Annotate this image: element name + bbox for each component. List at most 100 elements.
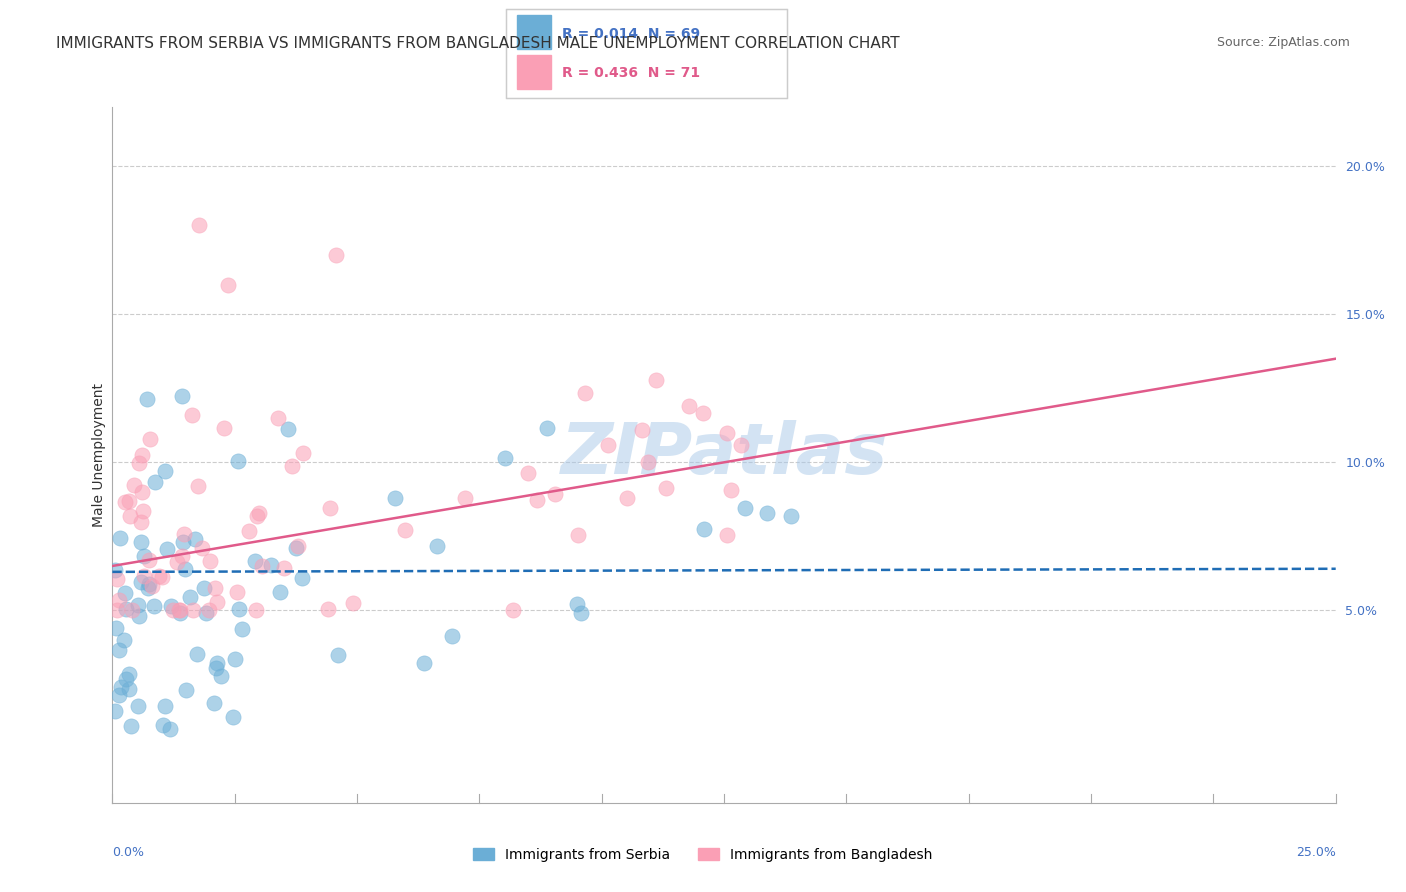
- Point: [172, 535, 194, 549]
- Text: R = 0.014  N = 69: R = 0.014 N = 69: [562, 27, 700, 41]
- Point: [132, 568, 155, 582]
- Point: [127, 599, 149, 613]
- Point: [169, 603, 191, 617]
- Point: [526, 493, 548, 508]
- Point: [159, 599, 181, 613]
- Point: [128, 609, 150, 624]
- Point: [693, 522, 716, 536]
- Point: [108, 688, 131, 702]
- Point: [631, 423, 654, 437]
- Point: [118, 666, 141, 681]
- Point: [131, 448, 153, 462]
- Point: [155, 464, 177, 478]
- Point: [319, 500, 342, 515]
- Point: [250, 558, 273, 573]
- Point: [173, 561, 195, 575]
- Text: 25.0%: 25.0%: [1296, 847, 1336, 859]
- Point: [135, 392, 157, 406]
- Point: [159, 722, 181, 736]
- Point: [567, 528, 589, 542]
- Point: [120, 719, 142, 733]
- Point: [243, 554, 266, 568]
- Point: [280, 458, 302, 473]
- Point: [181, 409, 204, 423]
- Point: [246, 509, 269, 524]
- Point: [152, 718, 174, 732]
- Point: [209, 669, 232, 683]
- Point: [287, 539, 309, 553]
- Point: [277, 422, 299, 436]
- Point: [326, 648, 349, 662]
- Point: [517, 466, 540, 480]
- Point: [616, 491, 638, 505]
- Point: [170, 389, 193, 403]
- Point: [756, 506, 779, 520]
- Point: [186, 647, 208, 661]
- Point: [198, 554, 221, 568]
- Point: [108, 593, 131, 607]
- Point: [110, 680, 132, 694]
- Point: [316, 602, 339, 616]
- Point: [655, 481, 678, 495]
- Point: [678, 399, 700, 413]
- Point: [112, 632, 135, 647]
- Point: [162, 603, 184, 617]
- Point: [204, 661, 226, 675]
- Point: [198, 603, 221, 617]
- Point: [225, 584, 247, 599]
- Point: [138, 576, 160, 591]
- Point: [734, 501, 756, 516]
- Point: [384, 491, 406, 506]
- Point: [121, 603, 143, 617]
- Point: [108, 643, 131, 657]
- Point: [202, 696, 225, 710]
- Point: [394, 523, 416, 537]
- Point: [134, 549, 156, 563]
- Point: [342, 596, 364, 610]
- Text: 0.0%: 0.0%: [112, 847, 145, 859]
- Point: [224, 652, 246, 666]
- Point: [291, 570, 314, 584]
- Point: [138, 552, 160, 566]
- Point: [128, 456, 150, 470]
- Point: [179, 590, 201, 604]
- Point: [114, 586, 136, 600]
- Point: [247, 506, 270, 520]
- Point: [167, 603, 190, 617]
- Point: [181, 603, 204, 617]
- Point: [190, 541, 212, 555]
- Point: [325, 248, 347, 262]
- Point: [292, 446, 315, 460]
- Point: [730, 437, 752, 451]
- Point: [544, 487, 567, 501]
- Text: Source: ZipAtlas.com: Source: ZipAtlas.com: [1216, 36, 1350, 49]
- Bar: [517, 55, 551, 89]
- Point: [105, 621, 128, 635]
- Point: [212, 420, 235, 434]
- Point: [440, 629, 463, 643]
- Text: IMMIGRANTS FROM SERBIA VS IMMIGRANTS FROM BANGLADESH MALE UNEMPLOYMENT CORRELATI: IMMIGRANTS FROM SERBIA VS IMMIGRANTS FRO…: [56, 36, 900, 51]
- Point: [131, 484, 153, 499]
- Point: [166, 555, 188, 569]
- Text: ZIPatlas: ZIPatlas: [561, 420, 887, 490]
- Point: [238, 524, 260, 539]
- Point: [502, 603, 524, 617]
- Point: [269, 585, 291, 599]
- Point: [231, 622, 253, 636]
- Point: [122, 478, 145, 492]
- Point: [267, 411, 290, 425]
- Point: [692, 406, 714, 420]
- Point: [637, 455, 659, 469]
- Point: [150, 570, 173, 584]
- Point: [148, 569, 170, 583]
- Point: [114, 602, 136, 616]
- Legend: Immigrants from Serbia, Immigrants from Bangladesh: Immigrants from Serbia, Immigrants from …: [468, 842, 938, 867]
- Point: [221, 710, 243, 724]
- Point: [645, 373, 668, 387]
- Point: [104, 563, 127, 577]
- Point: [136, 582, 159, 596]
- Point: [565, 598, 588, 612]
- Point: [195, 606, 218, 620]
- Point: [129, 515, 152, 529]
- Point: [172, 549, 194, 563]
